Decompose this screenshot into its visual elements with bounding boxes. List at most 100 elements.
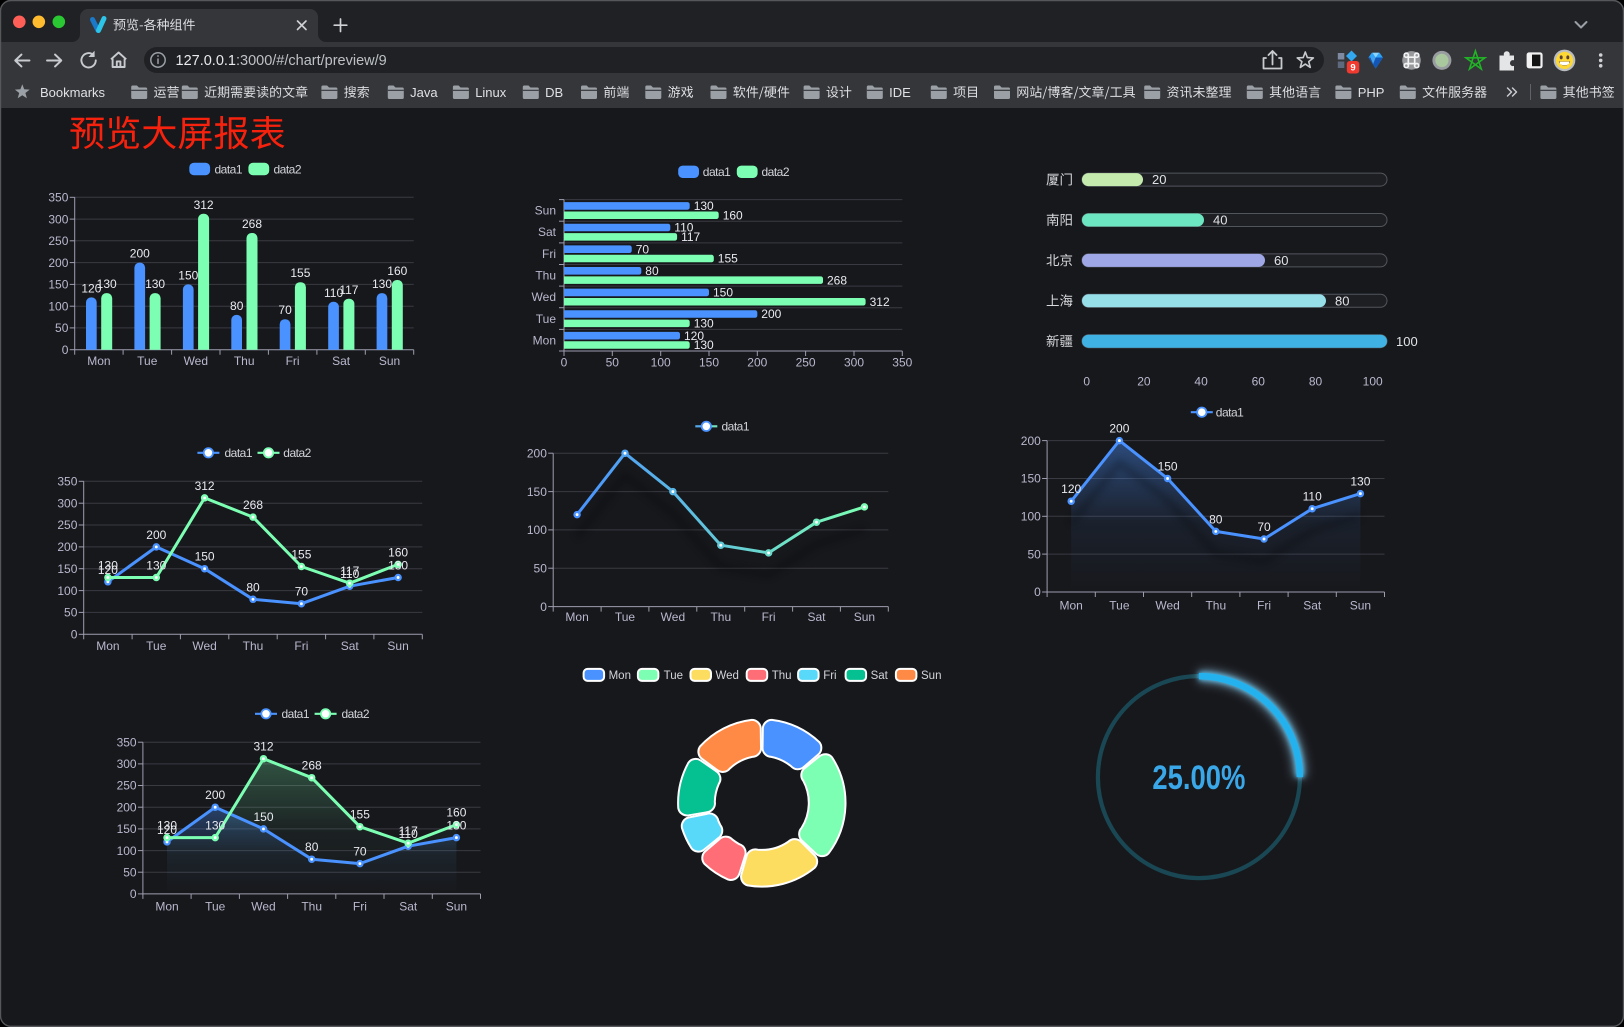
svg-text:150: 150 (527, 485, 547, 499)
svg-text:Thu: Thu (234, 354, 255, 368)
svg-text:60: 60 (1252, 374, 1266, 388)
svg-text:data2: data2 (274, 162, 302, 176)
svg-text:312: 312 (253, 740, 273, 754)
svg-text:80: 80 (1209, 512, 1223, 526)
svg-text:250: 250 (796, 356, 816, 370)
svg-text:268: 268 (242, 217, 262, 231)
svg-text:117: 117 (681, 230, 700, 244)
svg-text:200: 200 (527, 446, 547, 460)
svg-text:data2: data2 (283, 446, 311, 460)
svg-text:40: 40 (1194, 374, 1208, 388)
svg-text:80: 80 (1335, 293, 1349, 308)
svg-text:data1: data1 (1216, 406, 1244, 420)
svg-text:130: 130 (372, 277, 392, 291)
svg-text:data2: data2 (762, 165, 790, 179)
svg-text:Mon: Mon (87, 354, 110, 368)
svg-text:200: 200 (761, 307, 781, 321)
svg-text:Mon: Mon (565, 610, 588, 624)
svg-text:50: 50 (606, 356, 620, 370)
svg-text:Sat: Sat (399, 900, 418, 914)
svg-text:80: 80 (305, 840, 319, 854)
svg-text:80: 80 (1309, 374, 1323, 388)
svg-text:Mon: Mon (533, 333, 556, 347)
svg-text:20: 20 (1152, 172, 1166, 187)
svg-text:Sun: Sun (387, 639, 408, 653)
svg-text:350: 350 (57, 475, 77, 489)
svg-text:Fri: Fri (542, 247, 556, 261)
svg-text:Mon: Mon (609, 670, 631, 682)
svg-text:130: 130 (97, 277, 117, 291)
svg-text:Thu: Thu (243, 639, 264, 653)
svg-text:117: 117 (340, 564, 359, 578)
svg-text:120: 120 (157, 823, 177, 837)
svg-text:350: 350 (48, 191, 68, 205)
svg-text:50: 50 (55, 321, 69, 335)
svg-text:Sat: Sat (1303, 599, 1322, 613)
svg-text:Tue: Tue (146, 639, 167, 653)
svg-text:Wed: Wed (184, 354, 208, 368)
svg-text:300: 300 (844, 356, 864, 370)
svg-text:Tue: Tue (536, 312, 557, 326)
svg-text:312: 312 (194, 198, 214, 212)
svg-text:Fri: Fri (823, 670, 836, 682)
svg-text:Mon: Mon (96, 639, 119, 653)
svg-text:Thu: Thu (535, 269, 556, 283)
svg-text:80: 80 (230, 299, 244, 313)
svg-text:Sun: Sun (921, 670, 941, 682)
svg-text:150: 150 (178, 268, 198, 282)
svg-text:60: 60 (1274, 253, 1288, 268)
svg-text:Linux: Linux (475, 85, 507, 100)
svg-text:100: 100 (527, 523, 547, 537)
svg-text:80: 80 (246, 580, 260, 594)
svg-text:Tue: Tue (664, 670, 683, 682)
svg-text:130: 130 (205, 819, 225, 833)
svg-text:268: 268 (243, 498, 263, 512)
svg-text:Wed: Wed (661, 610, 685, 624)
svg-text:PHP: PHP (1358, 85, 1385, 100)
svg-text:0: 0 (1034, 585, 1041, 599)
svg-text:Sun: Sun (446, 900, 467, 914)
svg-text:0: 0 (71, 628, 78, 642)
svg-text:117: 117 (399, 824, 418, 838)
svg-text:150: 150 (117, 822, 137, 836)
svg-text:IDE: IDE (889, 85, 911, 100)
svg-text:data1: data1 (282, 707, 310, 721)
svg-text:data1: data1 (215, 162, 243, 176)
svg-text:Thu: Thu (772, 670, 792, 682)
svg-text:130: 130 (446, 819, 466, 833)
svg-text:160: 160 (446, 806, 466, 820)
svg-text:130: 130 (98, 559, 118, 573)
svg-text:150: 150 (253, 810, 273, 824)
svg-text:50: 50 (1027, 547, 1041, 561)
svg-text:120: 120 (684, 329, 704, 343)
svg-text:data1: data1 (722, 420, 750, 434)
svg-text:0: 0 (1083, 374, 1090, 388)
svg-text:300: 300 (48, 212, 68, 226)
svg-text:50: 50 (64, 606, 78, 620)
svg-text:100: 100 (1363, 374, 1383, 388)
svg-text:110: 110 (399, 827, 418, 841)
svg-text:Wed: Wed (192, 639, 216, 653)
svg-text:50: 50 (123, 865, 137, 879)
svg-text:130: 130 (694, 338, 714, 352)
svg-text:130: 130 (146, 559, 166, 573)
svg-text:Wed: Wed (251, 900, 275, 914)
svg-text:268: 268 (302, 759, 322, 773)
svg-text:70: 70 (295, 585, 309, 599)
svg-text:200: 200 (48, 256, 68, 270)
svg-text:120: 120 (1061, 482, 1081, 496)
svg-text:155: 155 (290, 266, 310, 280)
svg-text:150: 150 (1158, 460, 1178, 474)
svg-text:130: 130 (145, 277, 165, 291)
svg-text:155: 155 (350, 808, 370, 822)
svg-text:9: 9 (1350, 63, 1355, 74)
svg-text:Tue: Tue (1109, 599, 1130, 613)
svg-text:DB: DB (545, 85, 563, 100)
svg-text:70: 70 (278, 303, 292, 317)
svg-text:268: 268 (827, 273, 847, 287)
svg-text:20: 20 (1137, 374, 1151, 388)
svg-text:Fri: Fri (286, 354, 300, 368)
svg-text:200: 200 (747, 356, 767, 370)
svg-text:Java: Java (410, 85, 438, 100)
svg-text:Sun: Sun (535, 204, 556, 218)
